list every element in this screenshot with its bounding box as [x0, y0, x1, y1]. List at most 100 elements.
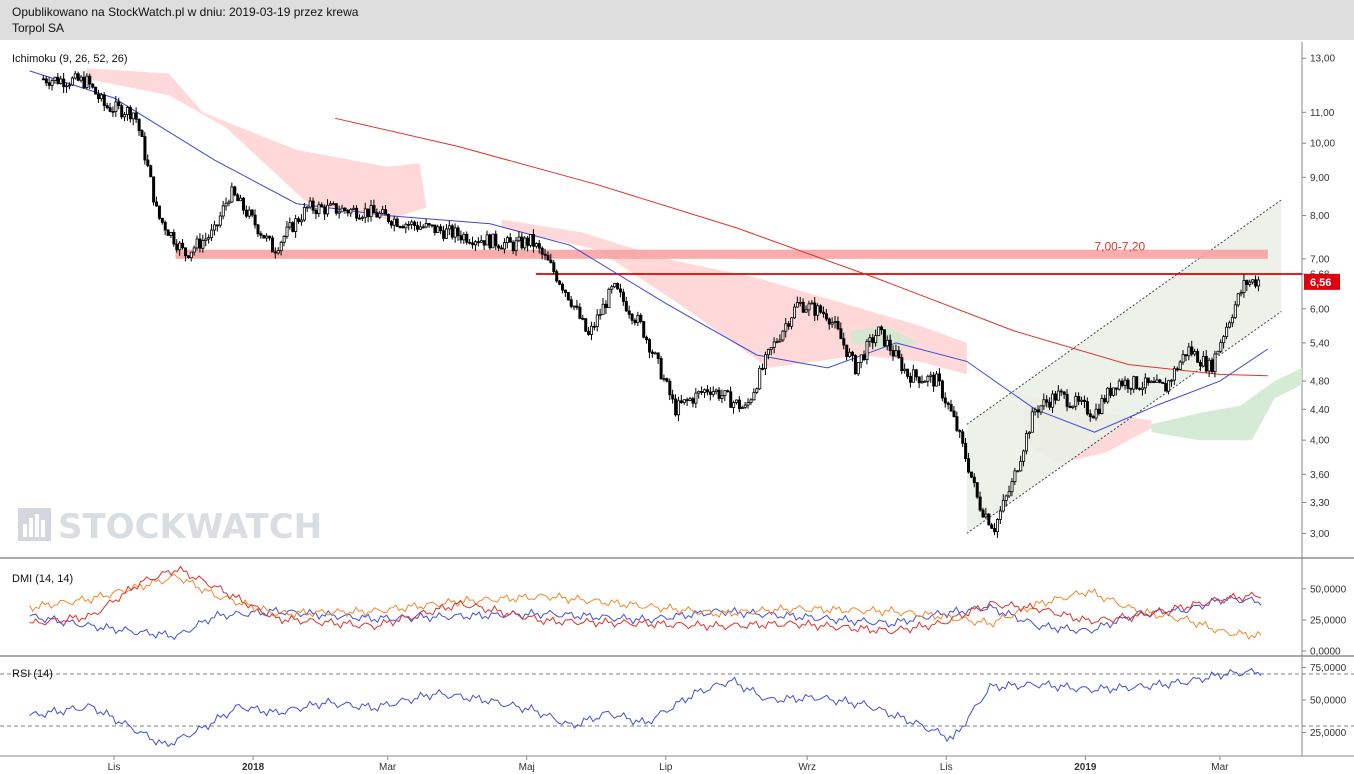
candle-body — [1025, 433, 1029, 452]
price-tick-label: 3,00 — [1310, 529, 1330, 540]
candle-body — [517, 236, 521, 242]
candle-body — [793, 306, 797, 319]
candle-body — [1199, 362, 1203, 367]
indicator-tick-label: 25,0000 — [1310, 615, 1347, 626]
candle-body — [523, 237, 527, 249]
candle-body — [607, 288, 611, 309]
candle-body — [314, 209, 318, 215]
candle-body — [268, 235, 272, 239]
candle-body — [479, 240, 483, 243]
candle-body — [816, 305, 820, 316]
candle-body — [308, 200, 312, 208]
candles — [41, 70, 1261, 538]
candle-body — [198, 238, 202, 249]
candle-body — [1155, 379, 1159, 383]
candle-body — [378, 212, 382, 218]
indicator-line — [29, 667, 1262, 748]
candle-body — [456, 227, 460, 237]
candle-body — [381, 209, 385, 214]
candle-body — [242, 197, 246, 211]
candle-body — [659, 358, 663, 380]
candle-body — [1222, 336, 1226, 344]
candle-body — [1213, 353, 1217, 373]
candle-body — [488, 234, 492, 249]
candle-body — [1126, 379, 1130, 389]
candle-body — [102, 94, 106, 107]
candle-body — [128, 107, 132, 120]
candle-body — [624, 301, 628, 312]
candle-body — [265, 235, 269, 239]
candle-body — [416, 225, 420, 230]
channel-upper-line — [966, 199, 1282, 425]
candle-body — [833, 321, 837, 324]
ichimoku-cloud-bull — [1151, 367, 1302, 441]
candle-body — [329, 203, 333, 206]
candle-body — [842, 338, 846, 346]
candle-body — [421, 226, 425, 229]
candle-body — [807, 303, 811, 311]
candle-body — [996, 519, 1000, 533]
candle-body — [445, 228, 449, 239]
candle-body — [819, 305, 823, 313]
candle-body — [967, 458, 971, 473]
price-tick-label: 5,40 — [1310, 338, 1330, 349]
candle-body — [801, 301, 805, 313]
candle-body — [540, 247, 544, 255]
candle-body — [349, 209, 353, 214]
candle-body — [59, 78, 63, 84]
candle-body — [1196, 351, 1200, 363]
candle-body — [236, 194, 240, 202]
candle-body — [613, 283, 617, 288]
candle-body — [375, 212, 379, 218]
candle-body — [798, 301, 802, 304]
candle-body — [552, 262, 556, 273]
candle-body — [253, 214, 257, 226]
time-tick-label: Lis — [940, 762, 953, 773]
candle-body — [500, 247, 504, 250]
price-tick-label: 4,40 — [1310, 405, 1330, 416]
candle-body — [184, 247, 188, 257]
candle-body — [610, 286, 614, 290]
candle-body — [856, 361, 860, 375]
rsi-panel-title: RSI (14) — [12, 668, 53, 680]
candle-body — [282, 236, 286, 243]
candle-body — [1141, 387, 1145, 390]
candle-body — [62, 78, 66, 88]
candle-body — [250, 209, 254, 216]
candle-body — [1164, 383, 1168, 392]
candle-body — [503, 242, 507, 250]
candle-body — [720, 395, 724, 399]
candle-body — [1010, 481, 1014, 493]
candle-body — [1001, 499, 1005, 512]
candle-body — [1172, 368, 1176, 381]
candle-body — [990, 524, 994, 529]
indicator-tick-label: 0,0000 — [1310, 647, 1341, 658]
watermark: STOCKWATCH — [58, 507, 322, 547]
candle-body — [134, 112, 138, 120]
candle-body — [221, 205, 225, 217]
candle-body — [708, 391, 712, 395]
dmi-panel-title: DMI (14, 14) — [12, 573, 73, 585]
candle-body — [717, 389, 721, 399]
candle-body — [105, 105, 109, 109]
candle-body — [485, 234, 489, 246]
candle-body — [743, 404, 747, 408]
candle-body — [418, 226, 422, 230]
price-tick-label: 3,60 — [1310, 470, 1330, 481]
candle-body — [900, 357, 904, 372]
time-tick-label: 2018 — [242, 762, 265, 773]
candle-body — [700, 391, 704, 393]
candle-body — [1135, 376, 1139, 389]
resistance-band — [175, 249, 1268, 259]
candle-body — [476, 241, 480, 244]
candle-body — [192, 247, 196, 253]
candle-body — [157, 205, 161, 219]
candle-body — [1048, 401, 1052, 408]
candle-body — [91, 83, 95, 88]
candle-body — [207, 237, 211, 240]
candle-body — [175, 243, 179, 251]
candle-body — [598, 313, 602, 316]
candle-body — [645, 336, 649, 341]
candle-body — [340, 207, 344, 213]
